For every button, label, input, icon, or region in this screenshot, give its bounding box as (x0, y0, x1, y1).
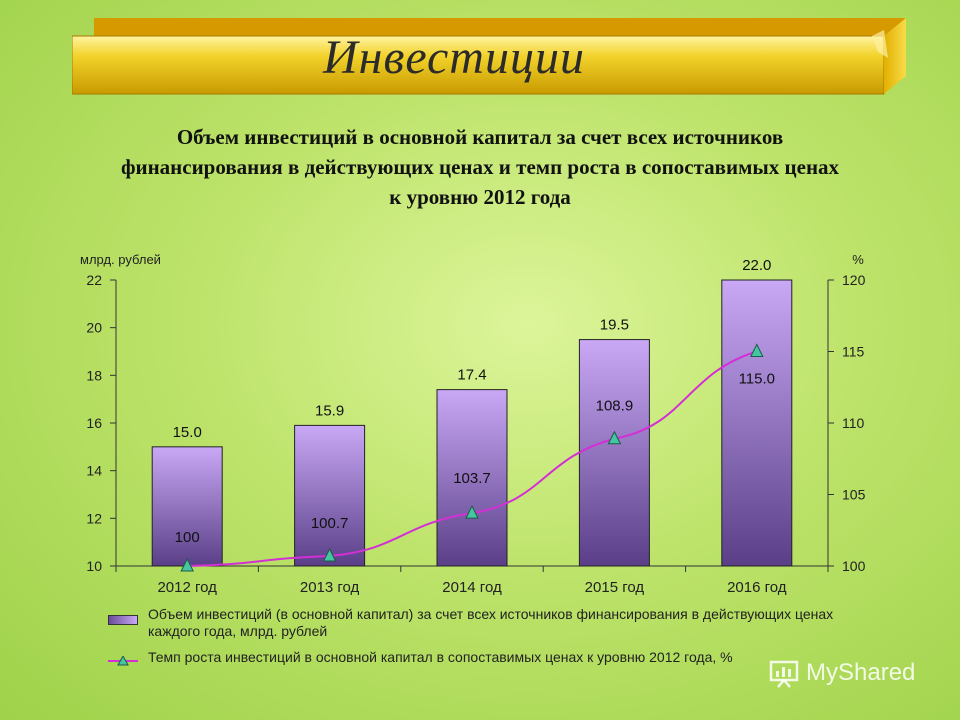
y-tick-label-left: 12 (86, 510, 102, 526)
line-value-label: 100.7 (311, 515, 349, 532)
presentation-icon (769, 660, 799, 688)
subtitle-line-2: финансирования в действующих ценах и тем… (120, 155, 840, 179)
x-tick-label: 2014 год (442, 579, 502, 596)
line-value-label: 100 (175, 529, 200, 546)
legend-bar-swatch (108, 615, 138, 625)
y-tick-label-right: 120 (842, 272, 866, 288)
legend-line-label: Темп роста инвестиций в основной капитал… (148, 649, 733, 665)
subtitle-line-3: к уровню 2012 года (389, 185, 571, 209)
watermark: MyShared (768, 655, 915, 691)
y-axis-label-left: млрд. рублей (80, 252, 161, 267)
y-tick-label-right: 105 (842, 487, 866, 503)
y-tick-label-right: 115 (842, 344, 865, 360)
line-marker (607, 430, 622, 445)
bar (578, 339, 650, 567)
y-tick-label-left: 16 (86, 415, 102, 431)
bar-value-label: 19.5 (600, 317, 629, 334)
y-axis-label-right: % (852, 252, 864, 267)
subtitle-line-1: Объем инвестиций в основной капитал за с… (176, 125, 784, 149)
line-marker (465, 504, 479, 519)
legend-item-bar: Объем инвестиций (в основной капитал) за… (108, 606, 878, 640)
legend-line-swatch (108, 656, 138, 666)
y-tick-label-left: 20 (86, 320, 102, 336)
x-tick-label: 2012 год (157, 579, 217, 596)
bar (721, 279, 793, 567)
chart-legend: Объем инвестиций (в основной капитал) за… (108, 606, 878, 666)
bar-value-label: 22.0 (742, 257, 771, 274)
bar (436, 389, 508, 567)
bar-value-label: 15.9 (315, 402, 344, 419)
watermark-text: MyShared (806, 659, 916, 686)
banner-shape (72, 18, 906, 95)
x-tick-label: 2016 год (727, 579, 787, 596)
legend-bar-label: Объем инвестиций (в основной капитал) за… (148, 606, 834, 639)
x-tick-label: 2015 год (585, 579, 645, 596)
line-value-label: 103.7 (453, 470, 491, 487)
y-tick-label-right: 100 (842, 558, 866, 574)
y-tick-label-left: 22 (86, 272, 102, 288)
page-title: Инвестиции (323, 30, 585, 84)
bar-value-label: 15.0 (173, 424, 202, 441)
legend-item-line: Темп роста инвестиций в основной капитал… (108, 649, 878, 666)
bar-value-label: 17.4 (457, 367, 486, 384)
x-tick-label: 2013 год (300, 579, 360, 596)
line-value-label: 108.9 (596, 398, 634, 415)
y-tick-label-left: 18 (86, 367, 102, 383)
chart-subtitle: Объем инвестиций в основной капитал за с… (20, 122, 940, 212)
line-marker (749, 343, 764, 357)
title-banner: Инвестиции (72, 18, 906, 96)
line-marker (180, 557, 195, 572)
line-marker (322, 547, 337, 562)
y-tick-label-right: 110 (842, 415, 865, 431)
bar (151, 446, 223, 567)
y-tick-label-left: 14 (86, 463, 102, 479)
bar (294, 424, 366, 567)
y-tick-label-left: 10 (86, 558, 102, 574)
line-value-label: 115.0 (739, 371, 775, 388)
